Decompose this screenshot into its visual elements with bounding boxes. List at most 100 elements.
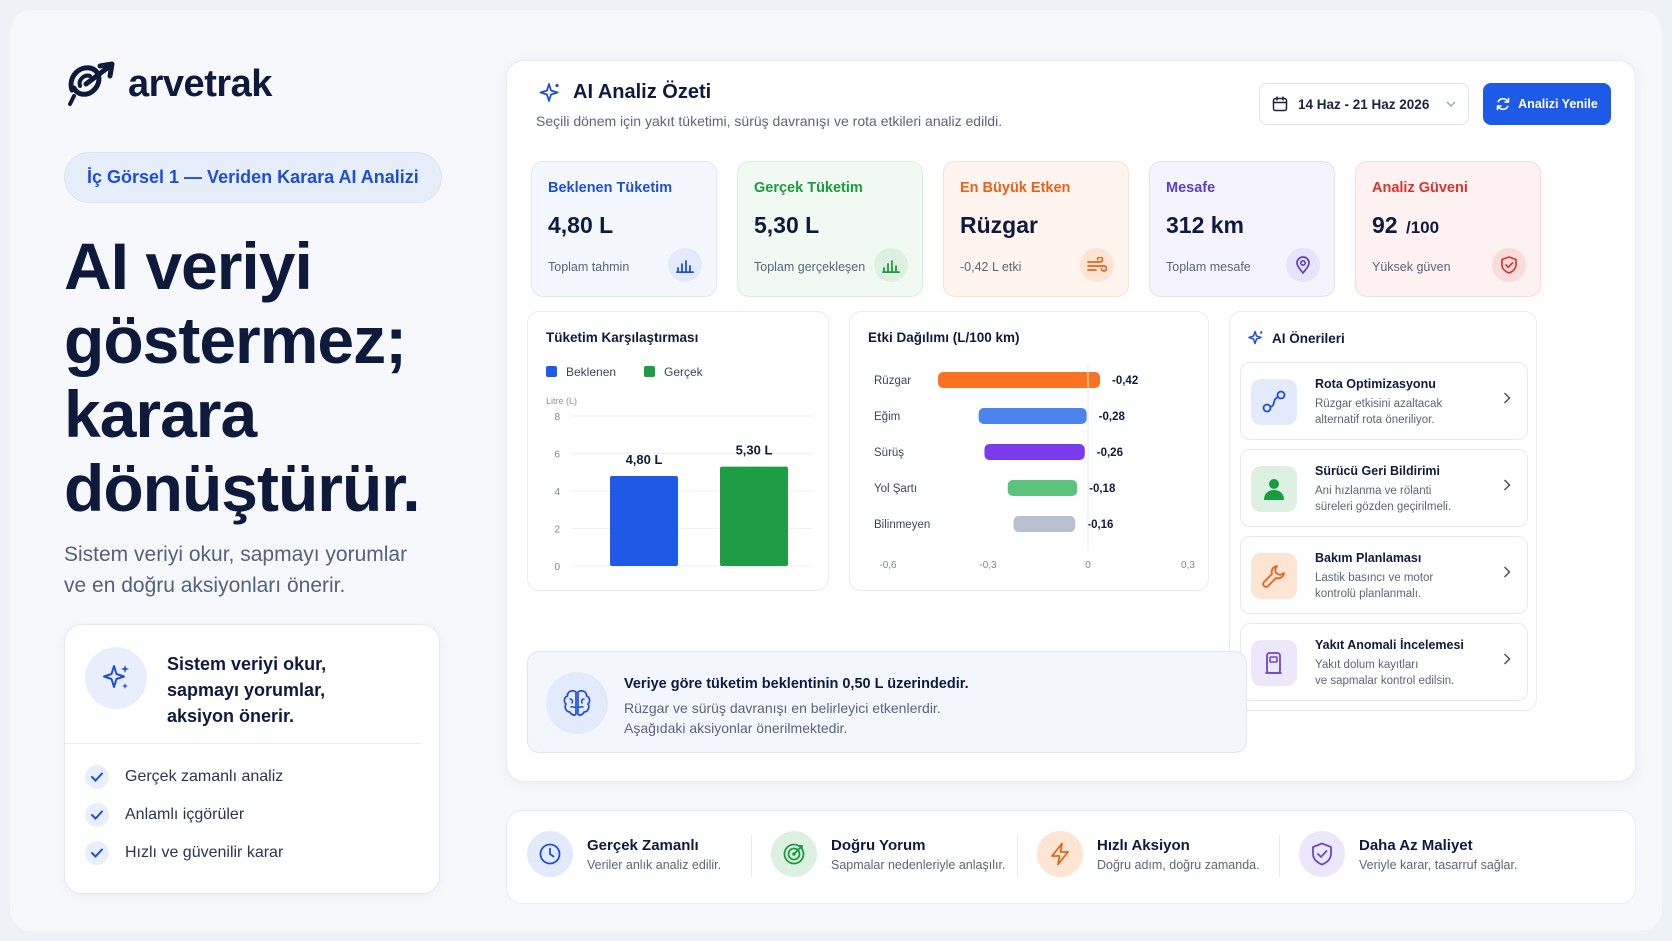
kpi-card-distance: Mesafe 312 km Toplam mesafe	[1149, 161, 1335, 297]
impact-category-label: Sürüş	[874, 447, 904, 459]
bars: 4,80 L 5,30 L	[610, 443, 788, 566]
refresh-icon	[1496, 97, 1510, 111]
kpi-value: 5,30 L	[754, 212, 906, 239]
location-pin-icon	[1286, 248, 1320, 282]
kpi-value-text: 92	[1372, 212, 1398, 238]
impact-value-label: -0,42	[1112, 375, 1138, 387]
sparkle-icon	[85, 647, 147, 709]
feature-item-label: Anlamlı içgörüler	[125, 806, 245, 823]
bar-chart-icon	[874, 248, 908, 282]
recommendations-title: AI Önerileri	[1248, 330, 1345, 346]
desc-line: ve sapmalar kontrol edilsin.	[1315, 675, 1455, 687]
kpi-card-actual: Gerçek Tüketim 5,30 L Toplam gerçekleşen	[737, 161, 923, 297]
sparkle-icon	[539, 82, 559, 102]
benefit-desc: Veriyle karar, tasarruf sağlar.	[1359, 857, 1518, 872]
feature-list-item: Gerçek zamanlı analiz	[85, 758, 419, 796]
brand-name: arvetrak	[128, 62, 272, 105]
feature-item-label: Hızlı ve güvenilir karar	[125, 844, 284, 861]
subtext-line: Sistem veriyi okur, sapmayı yorumlar	[64, 543, 408, 566]
logo: arvetrak	[64, 54, 444, 114]
date-range-value: 14 Haz - 21 Haz 2026	[1298, 96, 1430, 112]
left-column: arvetrak İç Görsel 1 — Veriden Karara AI…	[64, 54, 444, 894]
kpi-label: Mesafe	[1166, 180, 1216, 196]
kpi-card-top-factor: En Büyük Etken Rüzgar -0,42 L etki	[943, 161, 1129, 297]
impact-category-label: Eğim	[874, 411, 900, 423]
impact-bar	[978, 408, 1087, 424]
benefit-realtime: Gerçek Zamanlı Veriler anlık analiz edili…	[527, 831, 721, 877]
benefit-title: Daha Az Maliyet	[1359, 836, 1473, 854]
check-icon	[85, 803, 109, 827]
divider	[1017, 835, 1018, 877]
benefit-accurate: Doğru Yorum Sapmalar nedenleriyle anlaşıl…	[771, 831, 1005, 877]
recommendation-desc: Ani hızlanma ve rölanti süreleri gözden g…	[1315, 483, 1485, 515]
hero-headline: AI veriyi göstermez; karara dönüştürür.	[64, 229, 444, 525]
feature-title-line: sapmayı yorumlar,	[167, 680, 326, 700]
arvetrak-logo-icon	[68, 61, 115, 106]
ai-recommendations-card: AI Önerileri Rota Optimizasyonu Rüzgar e…	[1229, 311, 1537, 711]
legend-swatch-expected	[546, 366, 557, 377]
panel-subtitle: Seçili dönem için yakıt tüketimi, sürüş …	[536, 113, 1003, 129]
benefit-desc: Doğru adım, doğru zamanda.	[1097, 857, 1260, 872]
chevron-right-icon	[1503, 653, 1511, 665]
kpi-label: Gerçek Tüketim	[754, 180, 863, 196]
divider	[1279, 835, 1280, 877]
feature-card-header: Sistem veriyi okur, sapmayı yorumlar, ak…	[65, 625, 421, 744]
check-icon	[85, 841, 109, 865]
chevron-right-icon	[1503, 566, 1511, 578]
impact-category-label: Bilinmeyen	[874, 519, 930, 531]
panel-title-text: AI Analiz Özeti	[573, 81, 712, 103]
y-tick-label: 4	[554, 487, 560, 498]
recommendation-title: Yakıt Anomali İncelemesi	[1315, 638, 1464, 652]
kpi-foot: Toplam gerçekleşen	[754, 260, 866, 274]
kpi-value-text: 4,80 L	[548, 212, 614, 238]
summary-line: Aşağıdaki aksiyonlar önerilmektedir.	[624, 720, 848, 736]
feature-title-line: aksiyon önerir.	[167, 706, 295, 726]
analysis-summary: Veriye göre tüketim beklentinin 0,50 L ü…	[527, 651, 1247, 753]
impact-bar	[938, 372, 1100, 388]
impact-bar	[984, 444, 1085, 460]
kpi-foot: Yüksek güven	[1372, 260, 1451, 274]
desc-line: Rüzgar etkisini azaltacak	[1315, 398, 1443, 410]
feature-title-line: Sistem veriyi okur,	[167, 654, 327, 674]
ai-analysis-panel: AI Analiz Özeti Seçili dönem için yakıt …	[506, 60, 1636, 782]
lightning-icon	[1037, 831, 1083, 877]
kpi-row: Beklenen Tüketim 4,80 L Toplam tahmin Ge…	[531, 161, 1541, 297]
consumption-comparison-card: Tüketim Karşılaştırması Beklenen Gerçek …	[527, 311, 829, 591]
benefit-desc: Sapmalar nedenleriyle anlaşılır.	[831, 857, 1006, 872]
desc-line: Yakıt dolum kayıtları	[1315, 659, 1419, 671]
kpi-value-text: 5,30 L	[754, 212, 820, 238]
kpi-value-text: Rüzgar	[960, 212, 1038, 238]
recommendation-title: Sürücü Geri Bildirimi	[1315, 464, 1441, 478]
panel-title: AI Analiz Özeti	[539, 81, 711, 104]
x-axis: -0,6 -0,3 0 0,3	[879, 364, 1195, 571]
section-pill: İç Görsel 1 — Veriden Karara AI Analizi	[64, 152, 442, 203]
benefit-title: Doğru Yorum	[831, 836, 926, 854]
x-tick-label: 0	[1085, 560, 1091, 571]
shield-check-icon	[1299, 831, 1345, 877]
desc-line: süreleri gözden geçirilmeli.	[1315, 501, 1452, 513]
recommendation-desc: Lastik basıncı ve motor kontrolü planlanm…	[1315, 570, 1485, 602]
recommendation-driver-feedback[interactable]: Sürücü Geri Bildirimi Ani hızlanma ve rö…	[1240, 449, 1528, 527]
recommendation-fuel-anomaly[interactable]: Yakıt Anomali İncelemesi Yakıt dolum kay…	[1240, 623, 1528, 701]
y-tick-label: 6	[554, 450, 560, 461]
subtext-line: ve en doğru aksiyonları önerir.	[64, 574, 346, 597]
route-icon	[1251, 379, 1297, 425]
impact-value-label: -0,28	[1099, 411, 1126, 423]
recommendation-title: Bakım Planlaması	[1315, 551, 1422, 565]
recommendation-route-optimization[interactable]: Rota Optimizasyonu Rüzgar etkisini azalt…	[1240, 362, 1528, 440]
recommendation-title: Rota Optimizasyonu	[1315, 377, 1436, 391]
kpi-value: Rüzgar	[960, 212, 1112, 239]
shield-icon	[1492, 248, 1526, 282]
kpi-card-confidence: Analiz Güveni 92 /100 Yüksek güven	[1355, 161, 1541, 297]
impact-category-label: Yol Şartı	[874, 483, 917, 495]
chevron-right-icon	[1503, 392, 1511, 404]
refresh-analysis-button[interactable]: Analizi Yenile	[1483, 83, 1611, 125]
driver-icon	[1251, 466, 1297, 512]
legend-swatch-actual	[644, 366, 655, 377]
date-range-picker[interactable]: 14 Haz - 21 Haz 2026	[1259, 83, 1469, 125]
summary-headline: Veriye göre tüketim beklentinin 0,50 L ü…	[624, 676, 969, 692]
recommendation-maintenance[interactable]: Bakım Planlaması Lastik basıncı ve motor…	[1240, 536, 1528, 614]
check-icon	[85, 765, 109, 789]
benefit-fast: Hızlı Aksiyon Doğru adım, doğru zamanda.	[1037, 831, 1260, 877]
